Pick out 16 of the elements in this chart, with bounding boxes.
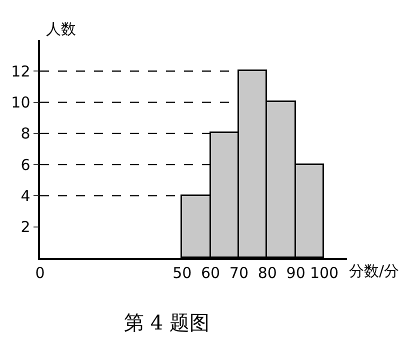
x-tick-label: 100 bbox=[310, 264, 339, 282]
y-tick-label: 6 bbox=[20, 156, 30, 174]
y-tick-label: 2 bbox=[20, 218, 30, 236]
text: 第 4 题图 bbox=[124, 310, 210, 334]
y-tick-label: 10 bbox=[11, 94, 30, 112]
x-tick-label: 70 bbox=[229, 264, 249, 282]
y-tick-label: 12 bbox=[11, 62, 30, 80]
x-tick-label: 0 bbox=[35, 264, 45, 282]
x-tick-label: 90 bbox=[286, 264, 306, 282]
x-tick-label: 60 bbox=[201, 264, 220, 282]
y-axis-title: 人数 bbox=[46, 20, 76, 38]
x-tick-label: 80 bbox=[258, 264, 277, 282]
x-tick-label: 50 bbox=[172, 264, 192, 282]
y-tick-label: 4 bbox=[20, 186, 30, 205]
y-tick-label: 8 bbox=[20, 124, 30, 143]
x-axis-title: 分数/分 bbox=[349, 262, 400, 280]
